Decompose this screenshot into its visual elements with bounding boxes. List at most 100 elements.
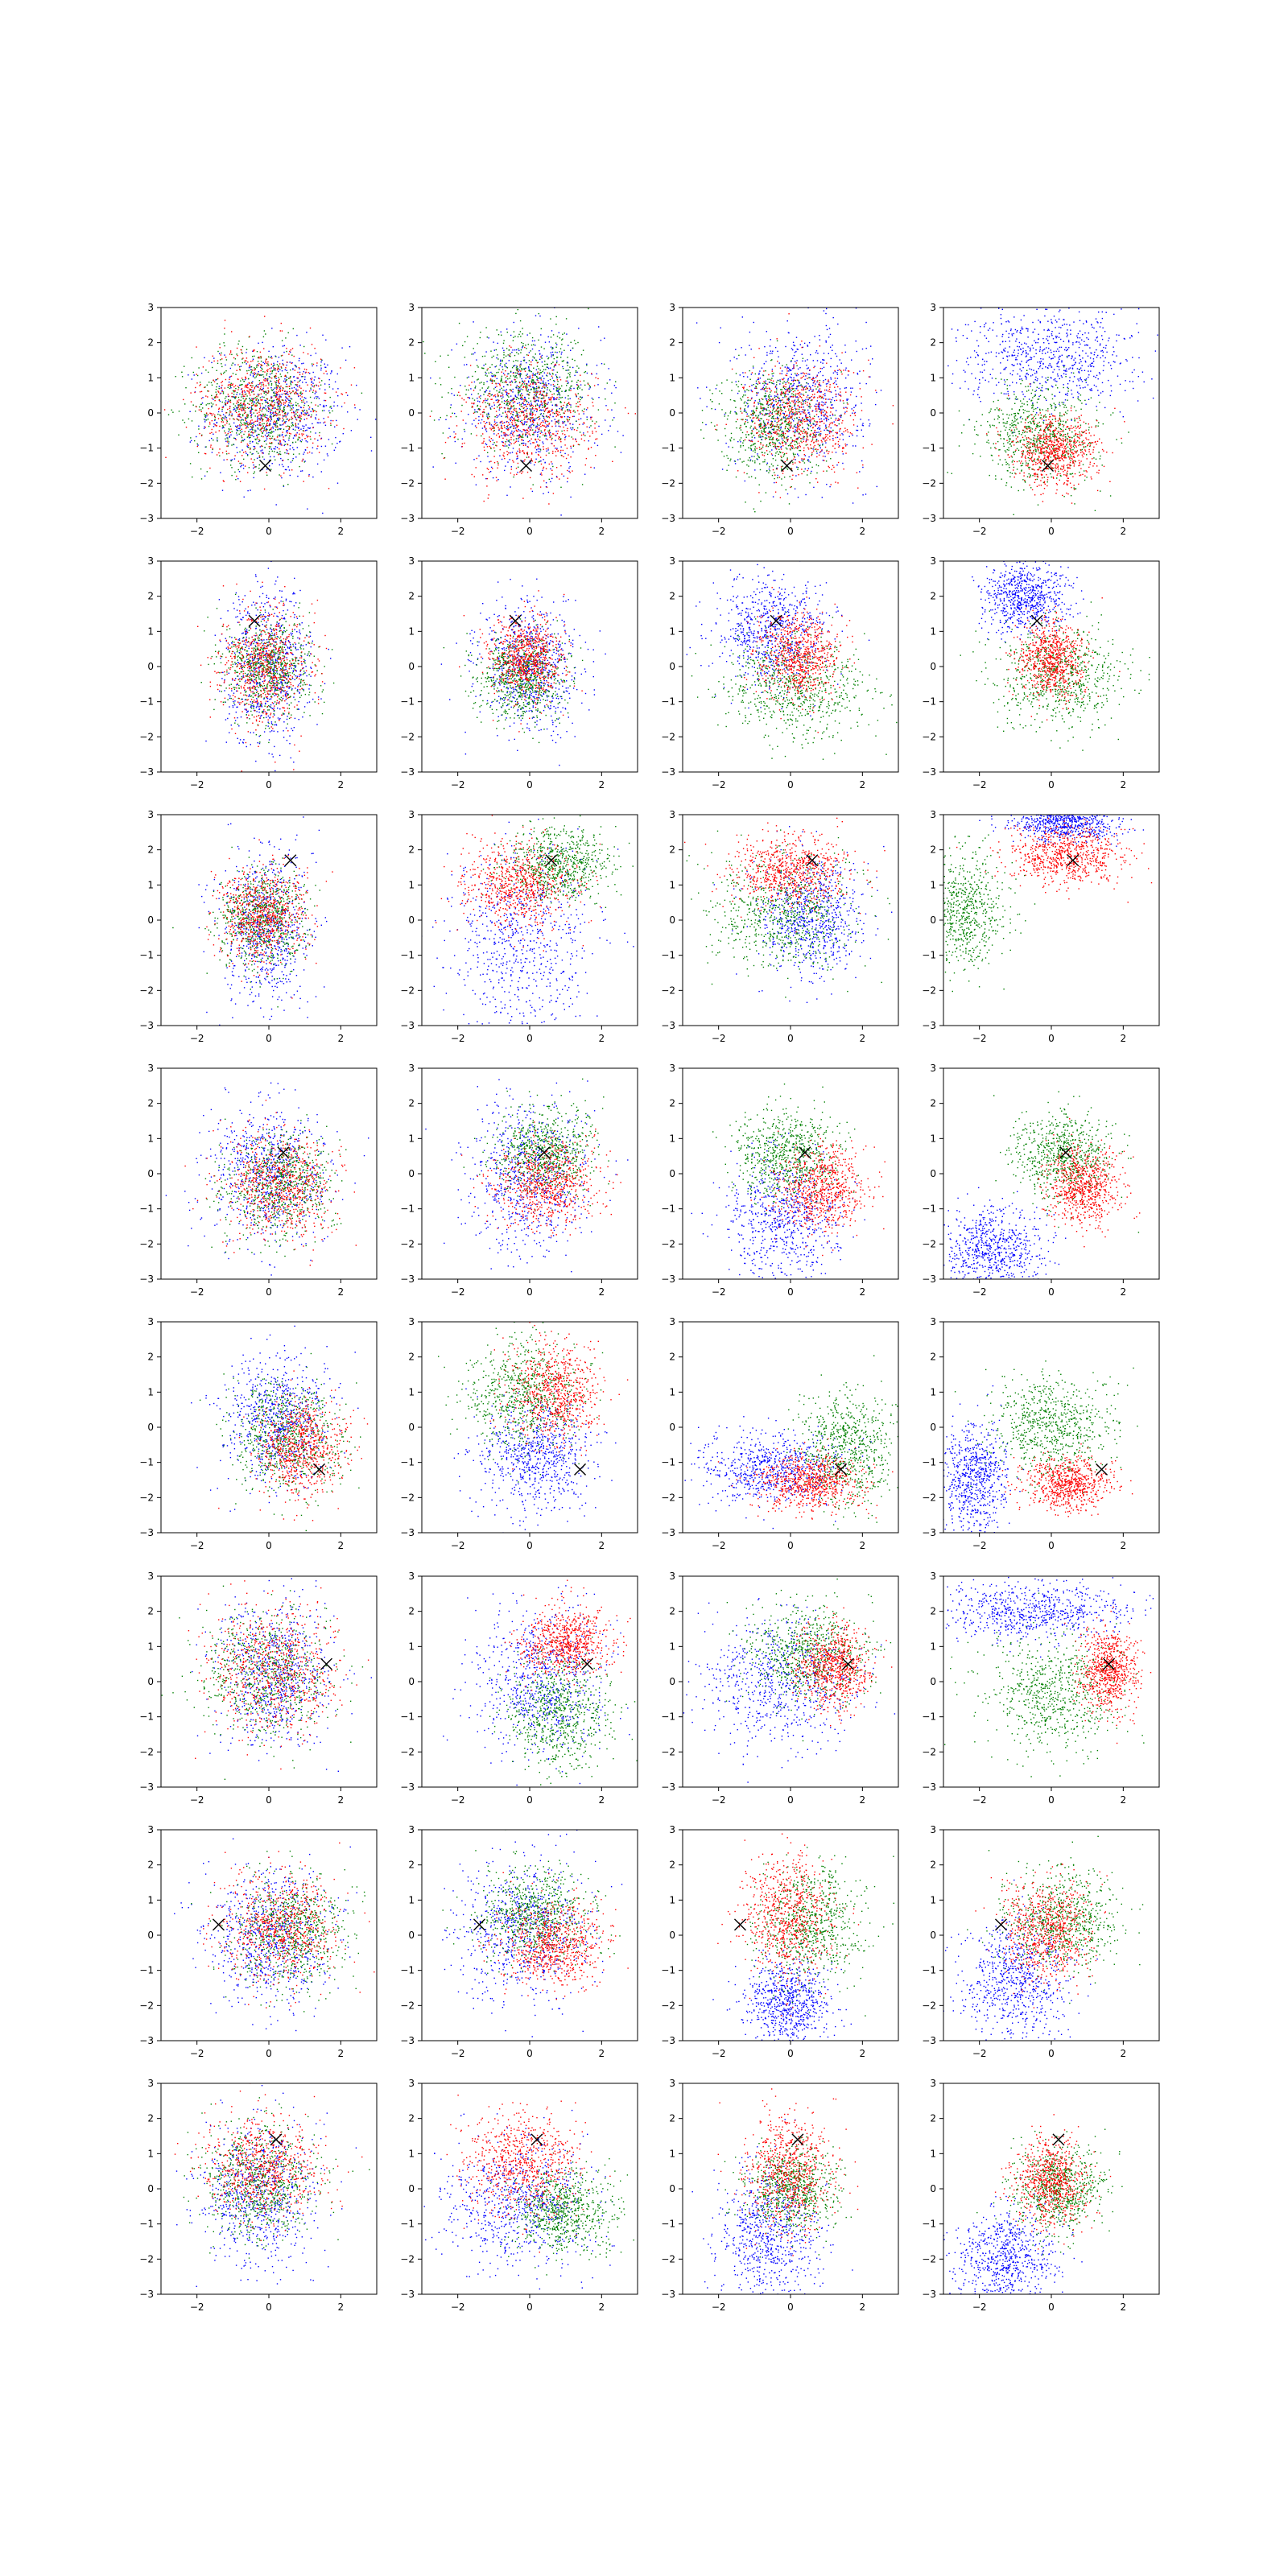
point bbox=[567, 381, 568, 382]
point bbox=[547, 449, 548, 450]
point bbox=[252, 429, 253, 430]
point bbox=[528, 402, 529, 403]
point bbox=[250, 412, 251, 413]
point bbox=[261, 415, 262, 416]
point bbox=[293, 411, 294, 412]
point bbox=[507, 461, 508, 462]
point bbox=[791, 447, 792, 448]
point bbox=[256, 376, 257, 377]
point bbox=[506, 376, 507, 377]
point bbox=[455, 433, 456, 434]
point bbox=[450, 407, 451, 408]
point bbox=[248, 431, 249, 432]
point bbox=[230, 464, 231, 465]
point bbox=[578, 393, 579, 394]
point bbox=[234, 458, 235, 459]
point bbox=[510, 413, 511, 414]
point bbox=[505, 365, 506, 366]
point bbox=[815, 404, 816, 405]
point bbox=[824, 404, 825, 405]
point bbox=[259, 464, 260, 465]
point bbox=[258, 412, 259, 413]
point bbox=[262, 456, 263, 457]
point bbox=[509, 360, 510, 361]
point bbox=[788, 370, 789, 371]
point bbox=[814, 416, 815, 417]
point bbox=[525, 435, 526, 436]
point bbox=[754, 388, 755, 389]
point bbox=[829, 432, 830, 433]
point bbox=[782, 413, 783, 414]
point bbox=[551, 409, 552, 410]
point bbox=[207, 385, 208, 386]
point bbox=[601, 434, 602, 435]
point bbox=[569, 367, 570, 368]
point bbox=[546, 420, 547, 421]
point bbox=[505, 435, 506, 436]
point bbox=[565, 390, 566, 391]
point bbox=[268, 418, 269, 419]
point bbox=[284, 405, 285, 406]
point bbox=[241, 463, 242, 464]
point bbox=[494, 421, 495, 422]
point bbox=[219, 344, 220, 345]
point bbox=[229, 377, 230, 378]
point bbox=[330, 420, 331, 421]
point bbox=[296, 419, 297, 420]
point bbox=[213, 423, 214, 424]
point bbox=[820, 371, 821, 372]
point bbox=[230, 384, 231, 385]
point bbox=[489, 396, 490, 397]
point bbox=[488, 469, 489, 470]
point bbox=[557, 414, 558, 415]
point bbox=[244, 390, 245, 391]
point bbox=[482, 416, 483, 417]
point bbox=[471, 353, 472, 354]
point bbox=[583, 432, 584, 433]
point bbox=[556, 376, 557, 377]
point bbox=[494, 405, 495, 406]
point bbox=[517, 403, 518, 404]
point bbox=[490, 378, 491, 379]
point bbox=[570, 412, 571, 413]
point bbox=[754, 469, 755, 470]
point bbox=[561, 352, 562, 353]
point bbox=[260, 419, 261, 420]
point bbox=[266, 438, 267, 439]
point bbox=[492, 364, 493, 365]
point bbox=[201, 478, 202, 479]
point bbox=[495, 366, 496, 367]
point bbox=[190, 441, 191, 442]
point bbox=[225, 400, 226, 401]
point bbox=[259, 456, 260, 457]
point bbox=[834, 382, 835, 383]
point bbox=[229, 388, 230, 389]
point bbox=[314, 379, 315, 380]
point bbox=[565, 436, 566, 437]
point bbox=[233, 409, 234, 410]
point bbox=[506, 451, 507, 452]
point bbox=[605, 405, 606, 406]
point bbox=[523, 402, 524, 403]
point bbox=[490, 380, 491, 381]
point bbox=[547, 421, 548, 422]
point bbox=[354, 404, 355, 405]
point bbox=[259, 425, 260, 426]
point bbox=[306, 435, 307, 436]
point bbox=[499, 407, 500, 408]
point bbox=[249, 393, 250, 394]
point bbox=[247, 385, 248, 386]
point bbox=[545, 410, 546, 411]
point bbox=[544, 435, 545, 436]
point bbox=[826, 341, 827, 342]
point bbox=[511, 405, 512, 406]
point bbox=[191, 401, 192, 402]
point bbox=[556, 352, 557, 353]
point bbox=[238, 387, 239, 388]
point bbox=[568, 369, 569, 370]
point bbox=[474, 409, 475, 410]
point bbox=[511, 466, 512, 467]
point bbox=[514, 401, 515, 402]
point bbox=[204, 421, 205, 422]
point bbox=[504, 403, 505, 404]
